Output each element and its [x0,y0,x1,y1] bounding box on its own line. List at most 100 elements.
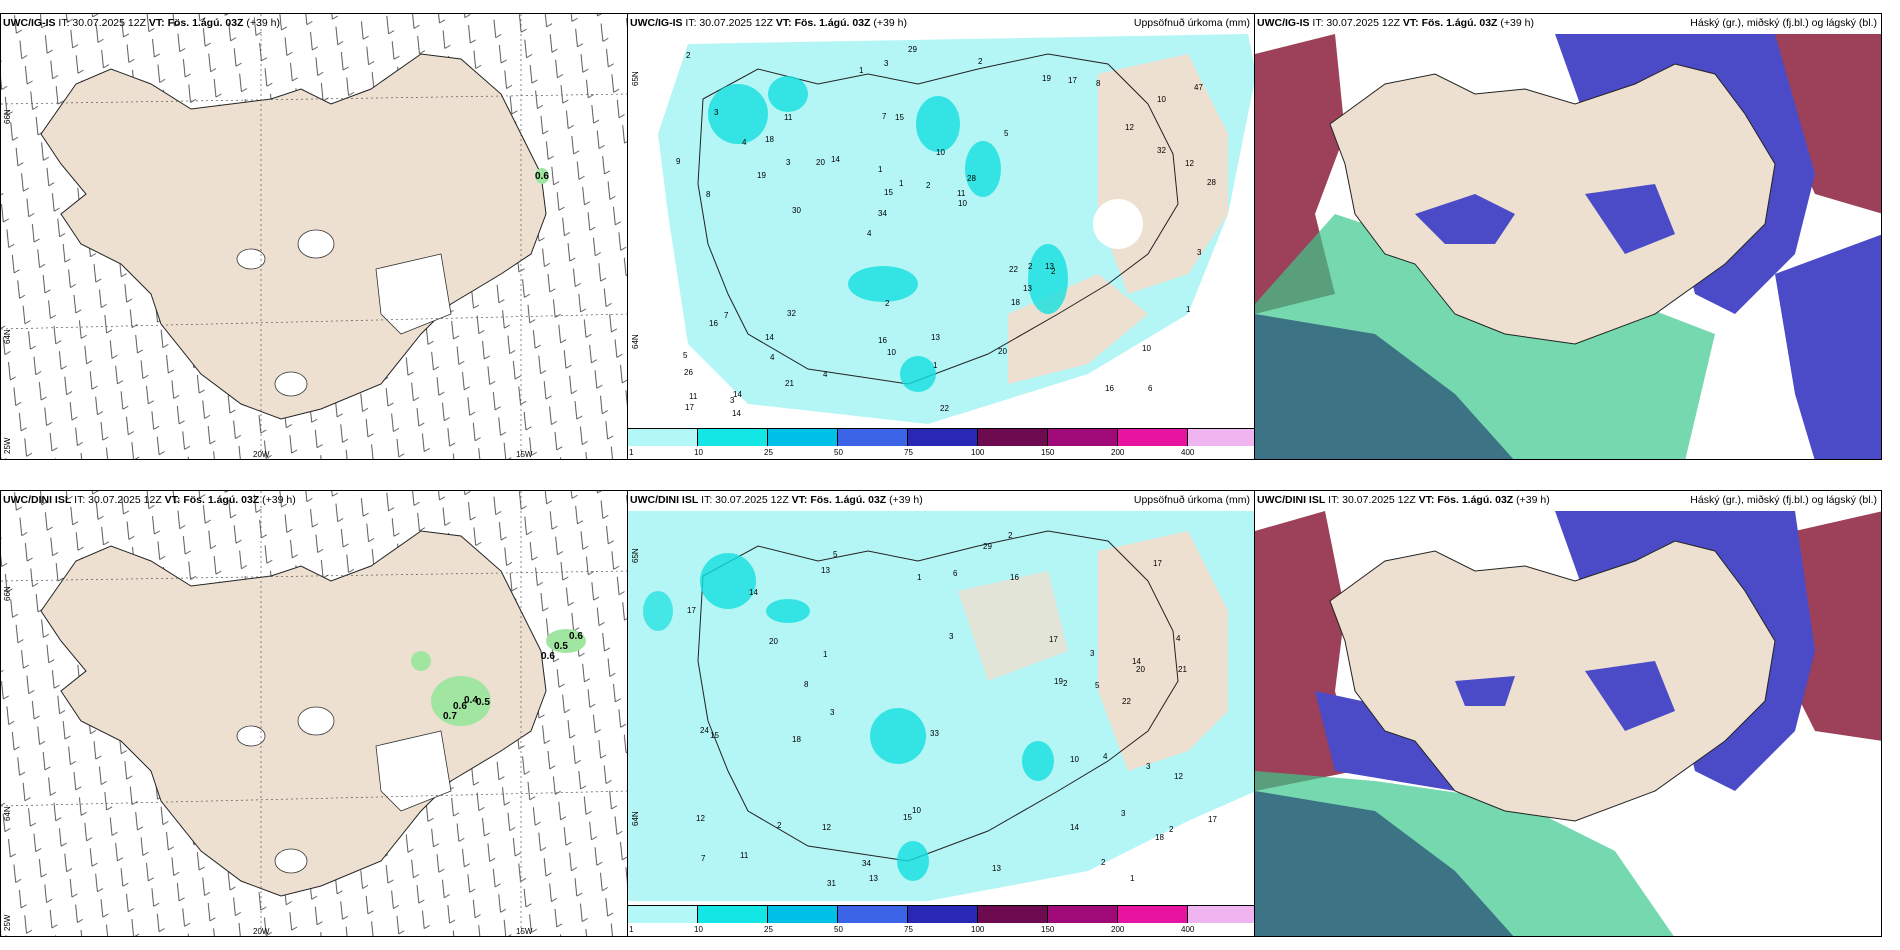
precip-value-label: 5 [1004,129,1009,138]
precip-colorbar: 1 10 25 50 75 100 150 200 400 [628,428,1254,459]
precip-value-label: 14 [732,409,741,418]
precip-value-label: 2 [1028,262,1033,271]
precip-value-label: 12 [1185,159,1194,168]
precip-value-label: 1 [859,66,864,75]
precip-value-label: 2 [1169,825,1174,834]
panel-title: UWC/IG-IS IT: 30.07.2025 12Z VT: Fös. 1.… [1257,17,1534,29]
colorbar-tick: 200 [1111,925,1125,934]
wind-panel-bottom: UWC/DINI ISL IT: 30.07.2025 12Z VT: Fös.… [0,490,628,937]
lat-label-25w: 25W [3,914,12,931]
wind-map-bottom [1,491,627,936]
colorbar-swatch [1188,906,1254,923]
precip-value-label: 3 [786,158,791,167]
precip-value-label: 11 [784,113,793,122]
precip-value-label: 24 [700,726,709,735]
precip-value-label: 2 [885,299,890,308]
colorbar-swatch [1188,429,1254,446]
colorbar-swatch [978,906,1048,923]
precip-value-label: 31 [827,879,836,888]
precip-value-label: 16 [1010,573,1019,582]
precip-value-label: 14 [1070,823,1079,832]
precip-value-label: 15 [884,188,893,197]
precip-value-label: 13 [1045,262,1054,271]
colorbar-swatch [628,906,698,923]
precip-value-label: 17 [1049,635,1058,644]
colorbar-tick: 10 [694,448,703,457]
precip-value-label: 20 [816,158,825,167]
colorbar-tick: 1 [629,925,634,934]
lat-label-65n: 65N [631,71,640,86]
colorbar-tick: 400 [1181,448,1195,457]
panel-title: UWC/IG-IS IT: 30.07.2025 12Z VT: Fös. 1.… [630,17,907,29]
precip-value-label: 4 [742,138,747,147]
wind-panel-top: UWC/IG-IS IT: 30.07.2025 12Z VT: Fös. 1.… [0,13,628,460]
colorbar-tick: 50 [834,448,843,457]
colorbar-swatch [698,906,768,923]
precip-value-label: 7 [724,311,729,320]
lat-label-64n: 64N [631,811,640,826]
precip-value-label: 4 [823,370,828,379]
precip-value-label: 1 [878,165,883,174]
precip-value-label: 14 [765,333,774,342]
precip-value-label: 17 [1208,815,1217,824]
precip-value-label: 3 [714,108,719,117]
precip-value-label: 17 [1068,76,1077,85]
colorbar-swatch [628,429,698,446]
lat-label-65n: 65N [631,548,640,563]
precip-value-label: 20 [1136,665,1145,674]
precip-value-label: 14 [1132,657,1141,666]
precip-value-label: 18 [1155,833,1164,842]
precip-value-label: 5 [833,550,838,559]
precip-value-label: 22 [1009,265,1018,274]
precip-value-label: 4 [1103,752,1108,761]
precip-value-label: 12 [1125,123,1134,132]
colorbar-tick: 150 [1041,448,1055,457]
precip-value-label: 14 [831,155,840,164]
lon-label-20w: 20W [253,450,270,459]
precip-value-label: 11 [689,392,698,401]
wind-value-label: 0.6 [453,701,467,712]
precip-value-label: 3 [1146,762,1151,771]
wind-value-label: 0.5 [554,641,568,652]
wind-value-label: 0.6 [541,651,555,662]
precip-value-label: 18 [1011,298,1020,307]
precip-field-title: Uppsöfnuð úrkoma (mm) [1133,494,1250,506]
precip-value-label: 6 [953,569,958,578]
wind-value-label: 0.5 [476,697,490,708]
colorbar-tick: 10 [694,925,703,934]
precip-value-label: 8 [1096,79,1101,88]
precip-value-label: 19 [757,171,766,180]
colorbar-tick: 25 [764,925,773,934]
precip-value-label: 3 [884,59,889,68]
panel-title: UWC/DINI ISL IT: 30.07.2025 12Z VT: Fös.… [1257,494,1550,506]
colorbar-swatch [698,429,768,446]
precip-value-label: 1 [917,573,922,582]
precip-value-label: 17 [1153,559,1162,568]
precip-value-label: 1 [933,361,938,370]
precip-value-label: 26 [684,368,693,377]
precip-value-label: 21 [1178,665,1187,674]
colorbar-tick: 1 [629,448,634,457]
panel-title: UWC/IG-IS IT: 30.07.2025 12Z VT: Fös. 1.… [3,17,280,29]
colorbar-swatch [1118,906,1188,923]
precip-field-title: Uppsöfnuð úrkoma (mm) [1133,17,1250,29]
precip-value-label: 33 [930,729,939,738]
precip-value-label: 3 [1090,649,1095,658]
precip-value-label: 12 [696,814,705,823]
precip-value-label: 16 [878,336,887,345]
precip-value-label: 10 [912,806,921,815]
precip-value-label: 22 [1122,697,1131,706]
colorbar-tick: 50 [834,925,843,934]
iceland-land-bottom-wind [40,530,547,897]
lat-label-66n: 66N [3,586,12,601]
precip-value-label: 13 [821,566,830,575]
colorbar-swatch [768,429,838,446]
precip-value-label: 1 [823,650,828,659]
precip-value-label: 2 [777,821,782,830]
panel-title: UWC/DINI ISL IT: 30.07.2025 12Z VT: Fös.… [3,494,296,506]
precip-panel-bottom: UWC/DINI ISL IT: 30.07.2025 12Z VT: Fös.… [627,490,1255,937]
precip-value-label: 2 [1063,679,1068,688]
precip-value-label: 8 [804,680,809,689]
precip-value-label: 14 [733,390,742,399]
colorbar-tick: 75 [904,448,913,457]
